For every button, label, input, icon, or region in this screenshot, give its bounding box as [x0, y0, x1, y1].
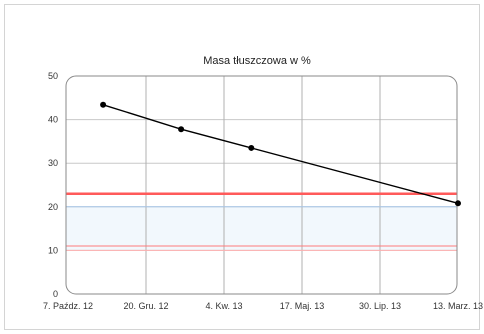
y-tick-label: 10 — [48, 245, 58, 255]
y-axis-ticks: 0 10 20 30 40 50 — [48, 71, 58, 299]
x-tick-label: 17. Maj. 13 — [280, 301, 325, 311]
data-point — [100, 101, 107, 108]
data-point — [248, 144, 255, 151]
y-tick-label: 30 — [48, 158, 58, 168]
band-rect — [66, 206, 457, 251]
x-tick-label: 4. Kw. 13 — [205, 301, 242, 311]
reference-lines — [66, 192, 457, 251]
y-tick-label: 20 — [48, 202, 58, 212]
data-point — [178, 126, 185, 133]
series-fat-mass — [100, 101, 461, 207]
x-axis-ticks: 7. Paźdz. 12 20. Gru. 12 4. Kw. 13 17. Maj.… — [43, 301, 483, 311]
y-tick-label: 0 — [53, 289, 58, 299]
x-tick-label: 30. Lip. 13 — [359, 301, 401, 311]
series-line — [102, 104, 459, 204]
x-tick-label: 20. Gru. 12 — [123, 301, 168, 311]
grid — [66, 76, 457, 294]
y-tick-label: 50 — [48, 71, 58, 81]
healthy-range-band — [66, 206, 457, 251]
plot-area-border — [65, 75, 458, 295]
x-tick-label: 13. Marz. 13 — [433, 301, 483, 311]
y-tick-label: 40 — [48, 115, 58, 125]
chart-title: Masa tłuszczowa w % — [203, 55, 311, 67]
chart-frame — [4, 4, 480, 330]
data-point — [455, 200, 461, 207]
x-tick-label: 7. Paźdz. 12 — [43, 301, 93, 311]
